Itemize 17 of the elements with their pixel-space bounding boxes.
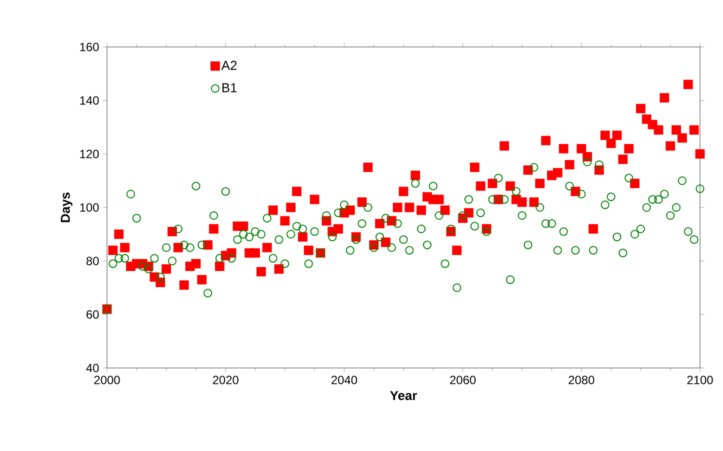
x-tick-label: 2080 — [568, 376, 594, 384]
x-tick-label: 2020 — [212, 376, 238, 384]
legend-label: B1 — [222, 83, 237, 92]
x-tick-label: 2060 — [450, 376, 476, 384]
y-tick-label: 160 — [80, 42, 99, 52]
legend-label: A2 — [221, 60, 237, 70]
y-tick-label: 140 — [80, 96, 99, 105]
y-tick-label: 40 — [86, 364, 99, 372]
y-tick-label: 120 — [80, 150, 99, 158]
x-tick-label: 2100 — [687, 376, 713, 384]
x-tick-label: 2000 — [94, 376, 120, 384]
y-tick-label: 100 — [80, 203, 99, 212]
x-tick-label: 2040 — [332, 376, 358, 384]
y-tick-label: 60 — [86, 310, 99, 319]
x-axis-title: Year — [390, 391, 417, 400]
y-axis-title: Days — [60, 192, 72, 222]
y-tick-label: 80 — [86, 256, 99, 266]
